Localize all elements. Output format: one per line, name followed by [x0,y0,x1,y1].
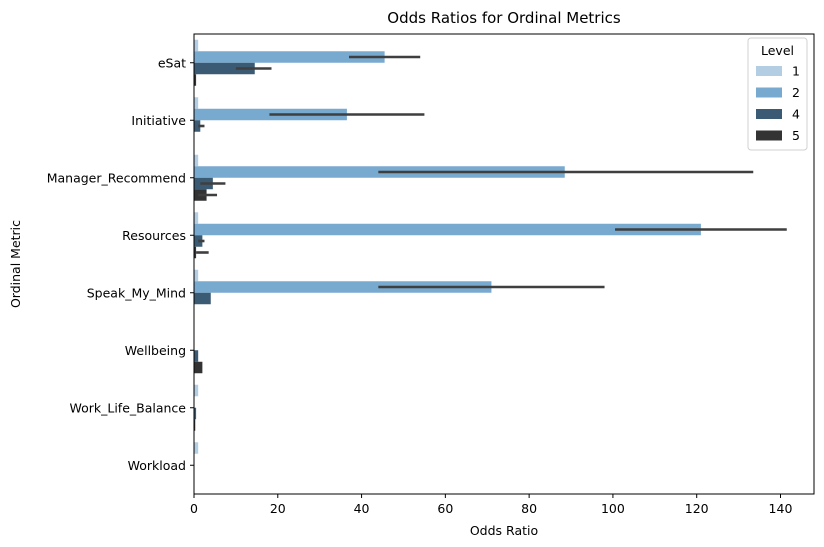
bar-Initiative-level-1 [194,97,199,109]
bar-Resources-level-2 [194,223,701,236]
bar-eSat-level-4 [194,62,255,75]
x-tick-label: 20 [270,501,286,516]
bar-Speak_My_Mind-level-4 [194,292,211,305]
x-tick-label: 40 [354,501,370,516]
bar-eSat-level-2 [194,51,385,63]
legend-label-level-2: 2 [792,85,800,100]
y-tick-label: Speak_My_Mind [87,285,186,300]
bar-Wellbeing-level-4 [194,350,199,362]
legend-label-level-1: 1 [792,64,800,79]
bar-Speak_My_Mind-level-2 [194,281,492,293]
x-tick-label: 80 [521,501,537,516]
x-tick-label: 100 [601,501,625,516]
legend-swatch-level-5 [756,130,782,141]
y-axis-title: Ordinal Metric [8,220,23,308]
bar-Workload-level-1 [194,442,199,454]
bar-Work_Life_Balance-level-1 [194,384,199,397]
legend-title: Level [761,43,794,58]
x-axis: 0 20 40 60 80 100 120 140 [190,494,792,516]
y-tick-label: Resources [122,228,186,243]
x-tick-label: 120 [685,501,709,516]
bar-Resources-level-4 [194,235,203,247]
y-tick-label: Work_Life_Balance [69,400,186,415]
chart-title: Odds Ratios for Ordinal Metrics [387,9,621,27]
y-axis: eSat Initiative Manager_Recommend Resources… [47,55,194,473]
legend-label-level-5: 5 [792,128,800,143]
y-tick-label: Manager_Recommend [47,170,186,185]
y-tick-label: Wellbeing [125,343,186,358]
bar-Resources-level-5 [194,246,197,259]
bar-Manager_Recommend-level-1 [194,154,199,167]
bars-layer [194,39,701,454]
legend-label-level-4: 4 [792,107,800,122]
legend-swatch-level-4 [756,109,782,119]
bar-Work_Life_Balance-level-5 [194,419,196,431]
legend-swatch-level-1 [756,66,782,76]
bar-Speak_My_Mind-level-1 [194,269,199,282]
bar-Initiative-level-4 [194,120,201,132]
x-axis-title: Odds Ratio [470,523,538,538]
y-tick-label: Workload [128,458,186,473]
x-tick-label: 0 [190,501,198,516]
bar-eSat-level-1 [194,39,199,52]
x-tick-label: 60 [437,501,453,516]
bar-Work_Life_Balance-level-4 [194,407,197,420]
y-tick-label: Initiative [131,113,186,128]
bar-Wellbeing-level-5 [194,361,203,374]
legend-swatch-level-2 [756,87,782,98]
y-tick-label: eSat [158,55,186,70]
error-bars-layer [196,55,787,289]
x-tick-label: 140 [769,501,793,516]
legend: Level 1 2 4 5 [747,37,808,151]
bar-Resources-level-1 [194,212,199,224]
bar-eSat-level-5 [194,74,197,86]
plot-frame [193,33,815,495]
